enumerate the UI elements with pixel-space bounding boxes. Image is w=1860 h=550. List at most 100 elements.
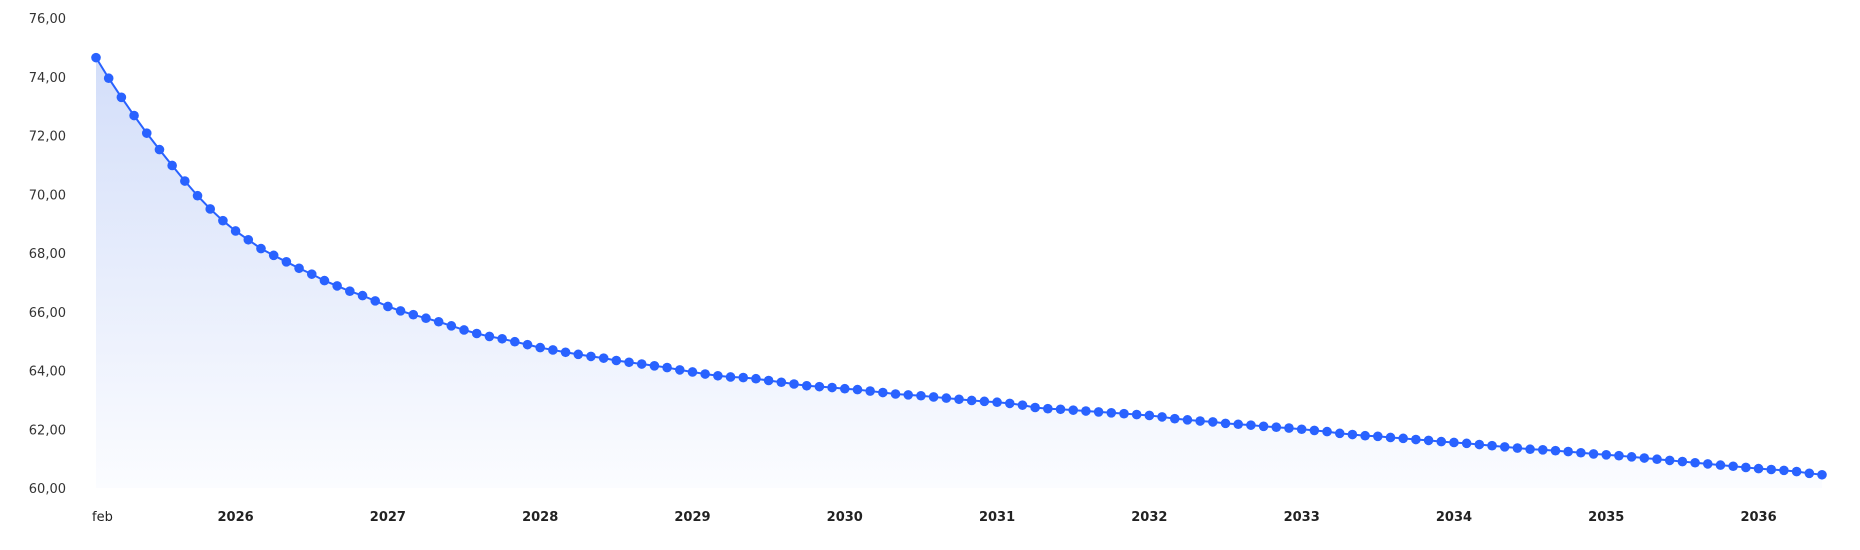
data-point[interactable]	[776, 377, 787, 388]
data-point[interactable]	[560, 347, 571, 358]
data-point[interactable]	[954, 394, 964, 405]
data-point[interactable]	[1296, 424, 1307, 435]
data-point[interactable]	[180, 176, 190, 186]
data-point[interactable]	[116, 92, 127, 103]
data-point[interactable]	[751, 373, 761, 384]
data-point[interactable]	[827, 382, 837, 393]
data-point[interactable]	[129, 110, 139, 121]
data-point[interactable]	[1195, 416, 1205, 426]
data-point[interactable]	[497, 333, 507, 344]
data-point[interactable]	[522, 339, 533, 350]
data-point[interactable]	[1309, 425, 1320, 436]
data-point[interactable]	[1284, 423, 1294, 433]
data-point[interactable]	[878, 387, 888, 398]
data-point[interactable]	[1449, 437, 1459, 448]
data-point[interactable]	[243, 234, 254, 245]
data-point[interactable]	[1804, 468, 1815, 479]
data-point[interactable]	[306, 269, 317, 279]
data-point[interactable]	[535, 342, 545, 353]
data-point[interactable]	[1715, 460, 1726, 470]
data-point[interactable]	[1271, 422, 1282, 432]
data-point[interactable]	[1499, 442, 1510, 452]
data-point[interactable]	[345, 286, 355, 296]
data-point[interactable]	[586, 351, 596, 362]
data-point[interactable]	[370, 296, 381, 306]
data-point[interactable]	[1461, 438, 1472, 449]
data-point[interactable]	[1664, 455, 1675, 466]
data-point[interactable]	[1220, 418, 1231, 429]
data-point[interactable]	[611, 355, 622, 366]
data-point[interactable]	[1741, 462, 1751, 473]
data-point[interactable]	[192, 190, 203, 201]
data-point[interactable]	[1055, 404, 1066, 415]
data-point[interactable]	[852, 384, 863, 395]
data-point[interactable]	[91, 52, 101, 63]
data-point[interactable]	[1588, 449, 1599, 459]
data-point[interactable]	[268, 250, 279, 261]
data-point[interactable]	[484, 331, 495, 342]
data-point[interactable]	[1791, 466, 1802, 477]
data-point[interactable]	[421, 313, 431, 324]
data-point[interactable]	[1563, 446, 1573, 457]
data-point[interactable]	[1131, 409, 1142, 420]
data-point[interactable]	[1246, 420, 1256, 430]
data-point[interactable]	[1169, 413, 1180, 424]
data-point[interactable]	[1347, 429, 1358, 440]
data-point[interactable]	[903, 390, 914, 400]
data-point[interactable]	[814, 381, 825, 392]
data-point[interactable]	[1411, 434, 1421, 445]
data-point[interactable]	[332, 281, 342, 291]
data-point[interactable]	[649, 361, 660, 371]
data-point[interactable]	[205, 204, 216, 214]
data-point[interactable]	[839, 383, 850, 394]
data-point[interactable]	[789, 379, 799, 389]
data-point[interactable]	[281, 257, 292, 267]
data-point[interactable]	[573, 349, 584, 360]
data-point[interactable]	[408, 309, 419, 320]
data-point[interactable]	[1423, 435, 1434, 446]
data-point[interactable]	[1614, 450, 1624, 461]
data-point[interactable]	[636, 359, 647, 369]
data-point[interactable]	[1043, 403, 1053, 414]
data-point[interactable]	[598, 353, 609, 363]
data-point[interactable]	[1525, 444, 1535, 455]
data-point[interactable]	[1017, 400, 1028, 410]
data-point[interactable]	[1512, 443, 1523, 453]
data-point[interactable]	[154, 144, 165, 155]
data-point[interactable]	[1753, 463, 1764, 474]
data-point[interactable]	[1004, 398, 1015, 409]
data-point[interactable]	[1068, 405, 1079, 415]
data-point[interactable]	[1360, 430, 1370, 441]
data-point[interactable]	[256, 243, 266, 254]
data-point[interactable]	[979, 396, 990, 407]
data-point[interactable]	[230, 226, 241, 236]
data-point[interactable]	[141, 128, 152, 138]
data-point[interactable]	[1487, 440, 1497, 451]
data-point[interactable]	[1030, 402, 1040, 413]
data-point[interactable]	[624, 357, 634, 368]
data-point[interactable]	[357, 290, 368, 301]
data-point[interactable]	[1474, 439, 1485, 450]
data-point[interactable]	[713, 370, 723, 381]
data-point[interactable]	[548, 345, 558, 355]
data-point[interactable]	[1144, 410, 1155, 421]
data-point[interactable]	[865, 386, 875, 396]
data-point[interactable]	[1322, 426, 1332, 437]
data-point[interactable]	[1106, 408, 1117, 418]
data-point[interactable]	[395, 306, 406, 316]
data-point[interactable]	[1233, 419, 1244, 430]
data-point[interactable]	[1779, 465, 1789, 476]
data-point[interactable]	[1576, 447, 1586, 458]
data-point[interactable]	[1398, 433, 1408, 444]
data-point[interactable]	[725, 372, 736, 382]
data-point[interactable]	[433, 316, 444, 327]
data-point[interactable]	[1626, 452, 1637, 462]
data-point[interactable]	[1093, 407, 1104, 417]
data-point[interactable]	[1537, 445, 1548, 455]
data-point[interactable]	[738, 372, 749, 383]
data-point[interactable]	[1334, 428, 1345, 439]
data-point[interactable]	[1182, 415, 1193, 425]
data-point[interactable]	[674, 365, 685, 375]
data-point[interactable]	[662, 362, 672, 373]
data-point[interactable]	[1728, 461, 1738, 472]
